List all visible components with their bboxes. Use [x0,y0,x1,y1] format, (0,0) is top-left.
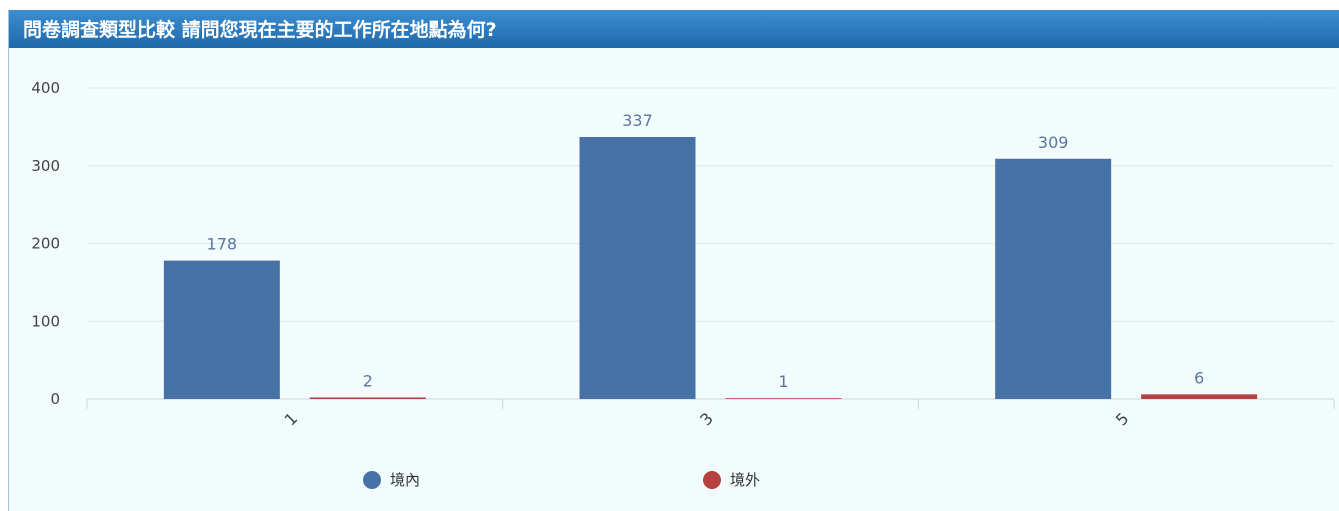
data-label-series0-cat-1: 178 [207,235,238,254]
bar-series1-cat-3 [725,398,842,399]
bar-series0-cat-5 [995,158,1112,399]
data-label-series1-cat-1: 2 [363,371,373,390]
x-tick-label-1: 1 [281,409,302,430]
chart-panel: 問卷調查類型比較 請問您現在主要的工作所在地點為何? [8,10,1339,511]
bar-series1-cat-1 [309,397,426,399]
x-tick-label-3: 3 [696,409,717,430]
y-tick-label-400: 400 [31,79,60,97]
data-label-series1-cat-5: 6 [1194,368,1204,387]
legend-label-series0: 境內 [390,471,420,489]
data-label-series0-cat-5: 309 [1038,133,1069,152]
y-tick-label-100: 100 [31,312,60,330]
chart-title: 問卷調查類型比較 請問您現在主要的工作所在地點為何? [9,10,1339,48]
data-label-series0-cat-3: 337 [622,111,653,130]
y-tick-label-0: 0 [50,390,60,408]
data-label-series1-cat-3: 1 [778,372,788,391]
legend-label-series1: 境外 [730,471,760,489]
x-tick-label-5: 5 [1112,409,1133,430]
y-tick-label-200: 200 [31,235,60,253]
bar-series0-cat-1 [163,260,280,399]
bar-series1-cat-5 [1141,394,1258,399]
bar-series0-cat-3 [579,136,696,400]
legend-marker-series0 [363,471,381,489]
y-tick-label-300: 300 [31,157,60,175]
legend-marker-series1 [703,471,721,489]
